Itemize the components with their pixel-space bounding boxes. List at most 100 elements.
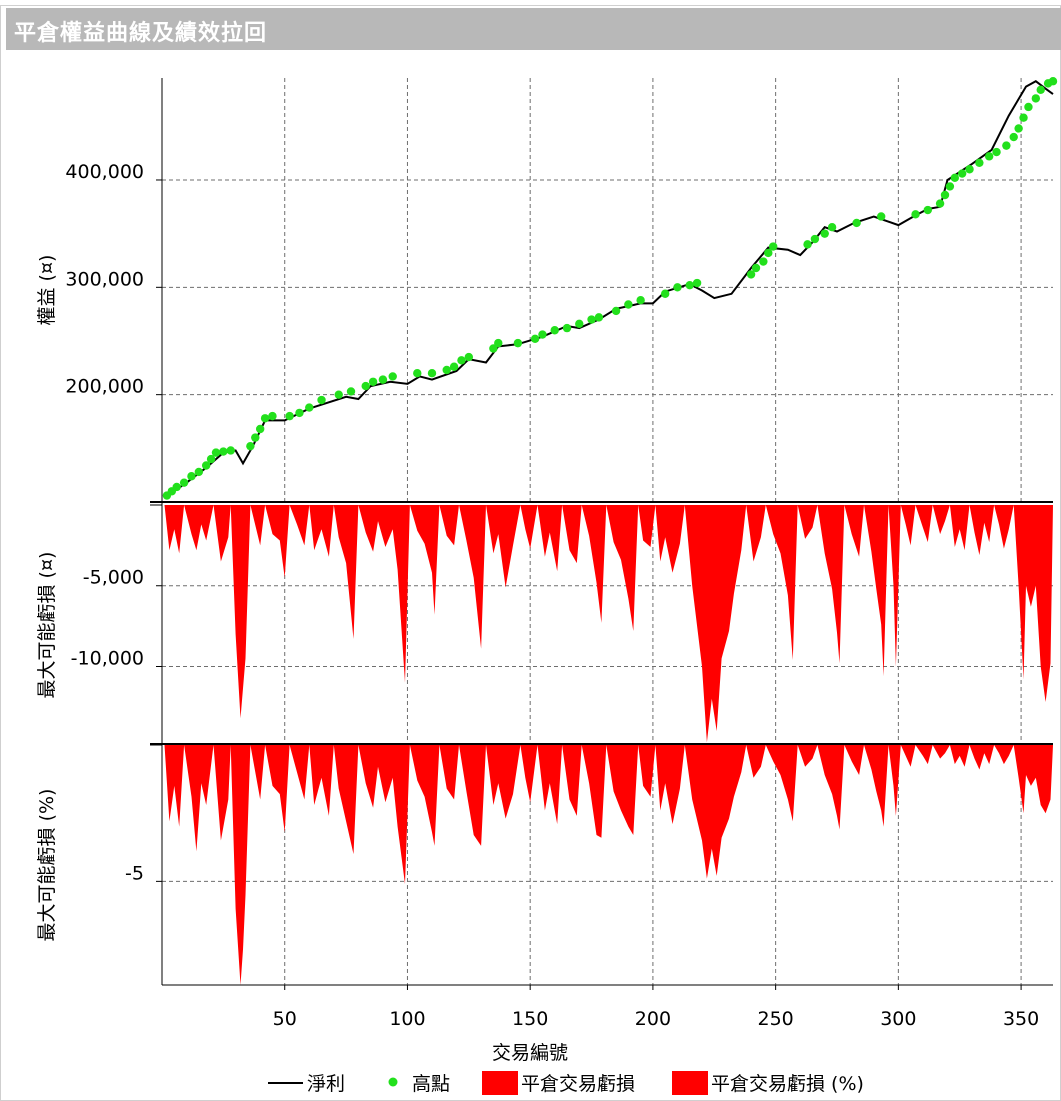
- high-point: [957, 169, 967, 178]
- high-point: [827, 223, 837, 232]
- y-tick-label: -5,000: [83, 567, 144, 589]
- legend: 淨利 高點 平倉交易虧損 平倉交易虧損 (%): [268, 1071, 864, 1095]
- high-point: [346, 387, 356, 396]
- y-tick-label: -5: [125, 862, 144, 884]
- high-point: [1024, 102, 1033, 112]
- x-tick-label: 300: [880, 1008, 916, 1030]
- high-point: [759, 257, 768, 266]
- x-tick-label: 150: [512, 1008, 548, 1030]
- high-point: [449, 362, 459, 371]
- chart-title: 平倉權益曲線及績效拉回: [14, 21, 268, 46]
- high-point: [876, 212, 886, 221]
- high-point: [673, 283, 682, 292]
- high-point: [361, 381, 370, 391]
- high-point: [489, 344, 498, 353]
- high-point: [611, 306, 621, 316]
- legend-box-swatch: [672, 1071, 708, 1095]
- high-point: [992, 147, 1001, 157]
- high-point: [251, 433, 260, 442]
- high-point: [550, 326, 559, 335]
- high-point: [513, 338, 523, 348]
- high-point: [746, 270, 756, 279]
- high-point: [624, 300, 633, 309]
- x-tick-label: 350: [1003, 1008, 1039, 1030]
- high-point: [413, 368, 422, 378]
- high-point: [219, 447, 228, 456]
- legend-box-swatch: [482, 1071, 518, 1095]
- high-point: [692, 278, 702, 288]
- net-profit-line: [163, 80, 1054, 499]
- high-point: [494, 338, 503, 348]
- grid-lines: [162, 78, 1053, 985]
- drawdown-pct-area: [164, 745, 1054, 985]
- high-point: [935, 199, 945, 208]
- high-point: [1009, 132, 1018, 142]
- high-point: [940, 190, 950, 200]
- high-point: [923, 205, 933, 215]
- y-tick-label: 400,000: [65, 161, 144, 183]
- high-point: [803, 240, 812, 249]
- y-axis-title-drawdown-pct: 最大可能虧損 (%): [36, 789, 58, 942]
- legend-dot-swatch: [388, 1077, 398, 1087]
- window-top-edge: [0, 0, 1061, 6]
- y-tick-label: 300,000: [65, 268, 144, 290]
- high-point: [457, 356, 466, 365]
- high-point: [1019, 113, 1028, 122]
- drawdown-pct-area-fill: [164, 745, 1054, 985]
- high-point: [538, 330, 547, 339]
- high-point: [260, 414, 270, 423]
- legend-label-loss-pct: 平倉交易虧損 (%): [711, 1073, 864, 1095]
- high-point: [211, 448, 221, 457]
- high-point: [975, 158, 984, 167]
- legend-label-net-profit: 淨利: [307, 1073, 345, 1095]
- high-point: [285, 411, 294, 421]
- high-point: [388, 372, 397, 381]
- high-point: [464, 352, 474, 362]
- high-point: [295, 408, 304, 418]
- x-tick-label: 250: [758, 1008, 794, 1030]
- x-axis-title: 交易編號: [492, 1042, 568, 1064]
- high-point: [764, 248, 773, 258]
- high-point: [246, 441, 255, 451]
- high-point: [1002, 141, 1011, 150]
- drawdown-area: [164, 505, 1054, 743]
- high-point: [442, 365, 451, 375]
- high-point: [194, 467, 204, 477]
- high-point: [305, 403, 314, 412]
- high-point: [334, 390, 343, 399]
- title-bar: 平倉權益曲線及績效拉回: [6, 8, 1061, 50]
- high-point: [378, 375, 388, 384]
- high-point: [368, 377, 378, 386]
- y-axis-title-drawdown: 最大可能虧損 (¤): [36, 552, 58, 699]
- high-point: [685, 280, 694, 290]
- high-point: [587, 315, 596, 324]
- high-point: [945, 182, 955, 191]
- high-point: [1014, 124, 1023, 133]
- high-point: [1031, 94, 1041, 103]
- equity-series: [162, 77, 1058, 500]
- high-point: [172, 482, 181, 492]
- high-point: [636, 295, 645, 305]
- drawdown-area-fill: [164, 505, 1054, 743]
- legend-label-highs: 高點: [412, 1073, 450, 1095]
- high-point: [255, 424, 265, 434]
- high-point: [179, 478, 189, 487]
- high-point: [562, 323, 572, 333]
- high-point: [427, 368, 437, 378]
- axes: [150, 78, 1053, 990]
- tick-labels: 200,000 300,000 400,000 -5,000 -10,000 -5 50 10…: [36, 161, 1039, 1064]
- x-tick-label: 100: [389, 1008, 425, 1030]
- high-point: [820, 229, 829, 238]
- high-point: [317, 395, 326, 405]
- high-point: [911, 210, 920, 219]
- high-point: [594, 313, 604, 322]
- y-tick-label: -10,000: [71, 647, 144, 669]
- high-point: [660, 289, 670, 298]
- x-tick-label: 200: [635, 1008, 671, 1030]
- y-axis-title-equity: 權益 (¤): [36, 255, 58, 326]
- high-point: [1036, 85, 1045, 95]
- high-point: [268, 411, 277, 421]
- high-point: [530, 334, 540, 344]
- high-point: [575, 319, 584, 329]
